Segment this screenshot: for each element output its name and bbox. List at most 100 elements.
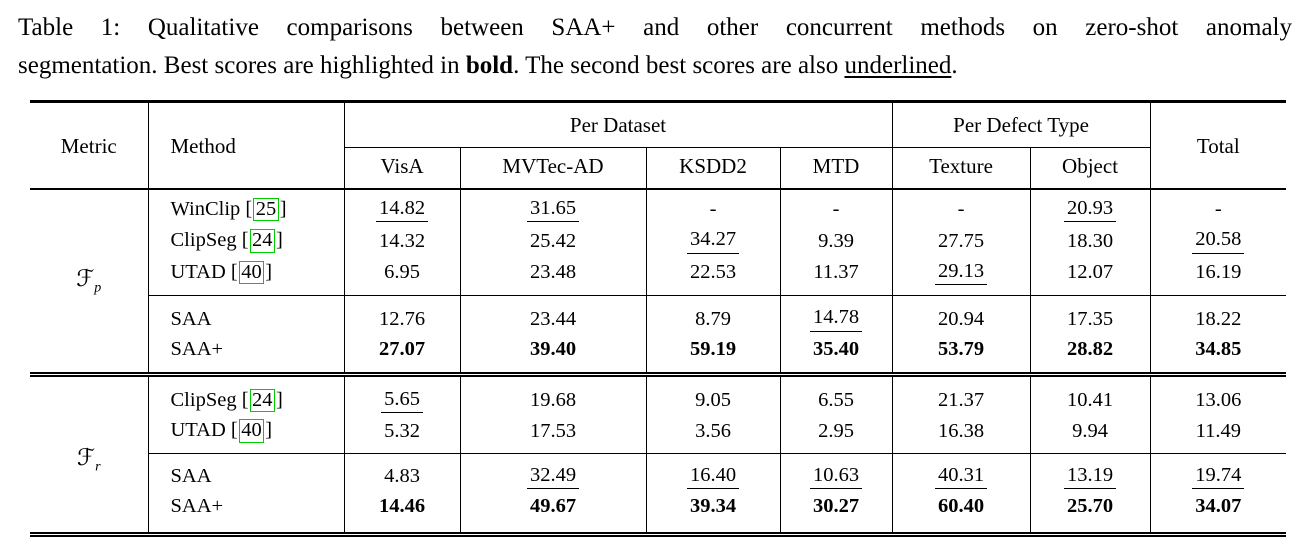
value: 2.95	[818, 419, 854, 442]
method-cell: SAA	[147, 295, 344, 335]
value-cell: 53.79	[891, 334, 1031, 375]
value: 14.32	[378, 229, 426, 252]
value-cell: 34.07	[1149, 492, 1287, 535]
value: 19.74	[1192, 464, 1245, 490]
value: 14.46	[378, 495, 426, 518]
value: 27.07	[378, 337, 426, 360]
value-cell: 19.68	[459, 371, 646, 417]
method-cell: SAA+	[147, 334, 344, 375]
value-cell: 13.19	[1029, 452, 1151, 493]
value: 20.58	[1192, 228, 1245, 254]
method-cell: UTAD [40]	[147, 416, 344, 454]
value-cell: -	[779, 187, 893, 226]
method-name: SAA+	[170, 495, 224, 518]
value-cell: 29.13	[891, 256, 1031, 296]
value-cell: 35.40	[779, 334, 893, 375]
table-row-clipseg: ClipSeg [24] 14.32 25.42 34.27 9.39 27.7…	[30, 225, 1287, 257]
citation-number[interactable]: 25	[253, 197, 279, 222]
caption-text: .	[951, 52, 958, 79]
value-cell: 25.42	[459, 225, 646, 257]
citation[interactable]: [40]	[231, 419, 272, 443]
citation-number[interactable]: 40	[238, 260, 265, 285]
value: 39.34	[689, 495, 737, 518]
metric-fp-symbol: ℱ	[76, 265, 95, 292]
caption-line-1: Table 1: Qualitative comparisons between…	[18, 14, 1292, 41]
table-row-saa: SAA 12.76 23.44 8.79 14.78 20.94 17.35 1…	[30, 295, 1287, 335]
value-cell: 23.48	[459, 256, 646, 296]
value: 23.48	[529, 261, 577, 284]
value: -	[709, 198, 717, 221]
value: -	[832, 198, 840, 221]
value-cell: 12.07	[1029, 256, 1151, 296]
value: 35.40	[812, 337, 860, 360]
method-name: UTAD	[170, 260, 226, 283]
value: 12.76	[378, 307, 426, 330]
value-cell: 14.32	[343, 225, 460, 257]
value: 25.42	[529, 229, 577, 252]
value: 49.67	[529, 495, 577, 518]
value-cell: 6.55	[779, 371, 893, 417]
citation-number[interactable]: 24	[249, 229, 276, 253]
value: 11.37	[813, 261, 859, 284]
value: 30.27	[812, 495, 860, 518]
value: 18.22	[1195, 307, 1242, 330]
value: 10.63	[809, 464, 863, 490]
value: 34.85	[1195, 337, 1242, 360]
citation-bracket: [	[245, 197, 253, 220]
citation[interactable]: [24]	[242, 229, 283, 253]
value-cell: -	[891, 187, 1031, 226]
value-cell: 59.19	[645, 334, 780, 375]
citation-number[interactable]: 40	[238, 419, 265, 443]
value: 12.07	[1066, 261, 1114, 284]
value: 3.56	[695, 419, 731, 442]
value: 17.35	[1066, 307, 1114, 330]
value: 59.19	[689, 337, 737, 360]
citation[interactable]: [25]	[245, 197, 287, 222]
value-cell: 9.05	[645, 371, 780, 417]
caption-underlined-word: underlined	[844, 52, 952, 79]
value: 11.49	[1195, 419, 1241, 442]
value: 34.27	[686, 228, 740, 254]
value-cell: 20.94	[891, 295, 1031, 335]
citation-number[interactable]: 24	[249, 388, 276, 413]
value-cell: 34.85	[1149, 334, 1287, 375]
citation[interactable]: [24]	[241, 388, 283, 413]
value: 23.44	[529, 307, 577, 330]
value: -	[1214, 198, 1222, 221]
value-cell: 14.78	[779, 295, 893, 335]
value-cell: 27.07	[343, 334, 460, 375]
citation-bracket: [	[241, 388, 249, 411]
value-cell: 17.53	[459, 416, 646, 454]
value: 27.75	[937, 229, 985, 252]
value-cell: 10.63	[779, 452, 893, 493]
value: 16.19	[1195, 261, 1242, 284]
caption-text: segmentation. Best scores are highlighte…	[18, 52, 466, 79]
method-cell: ClipSeg [24]	[147, 225, 344, 257]
citation-bracket: ]	[276, 388, 283, 411]
citation-bracket: [	[230, 260, 238, 283]
header-col-mtd: MTD	[779, 147, 893, 189]
table-row-utad: UTAD [40] 6.95 23.48 22.53 11.37 29.13 1…	[30, 256, 1287, 296]
value: 4.83	[384, 465, 420, 487]
value: 9.39	[818, 229, 854, 252]
value-cell: 14.82	[343, 187, 460, 226]
citation[interactable]: [40]	[230, 260, 272, 285]
metric-fp-cell: ℱp	[30, 187, 148, 375]
header-method: Method	[147, 101, 344, 189]
value-cell: 17.35	[1029, 295, 1151, 335]
value-cell: 20.93	[1029, 187, 1151, 226]
value-cell: 34.27	[645, 225, 780, 257]
header-per-defect-type: Per Defect Type	[891, 101, 1151, 148]
method-name: SAA	[170, 465, 212, 487]
method-cell: UTAD [40]	[147, 256, 344, 296]
value: 6.95	[384, 261, 420, 284]
value: 13.19	[1063, 464, 1117, 490]
table-row-saa-plus: SAA+ 27.07 39.40 59.19 35.40 53.79 28.82…	[30, 334, 1287, 375]
value: 5.32	[384, 419, 420, 442]
header-row-columns: VisA MVTec-AD KSDD2 MTD Texture Object	[30, 147, 1286, 189]
value: 6.55	[818, 389, 854, 412]
value: 16.40	[686, 464, 740, 490]
value: 60.40	[937, 495, 985, 518]
value: 40.31	[934, 464, 988, 490]
